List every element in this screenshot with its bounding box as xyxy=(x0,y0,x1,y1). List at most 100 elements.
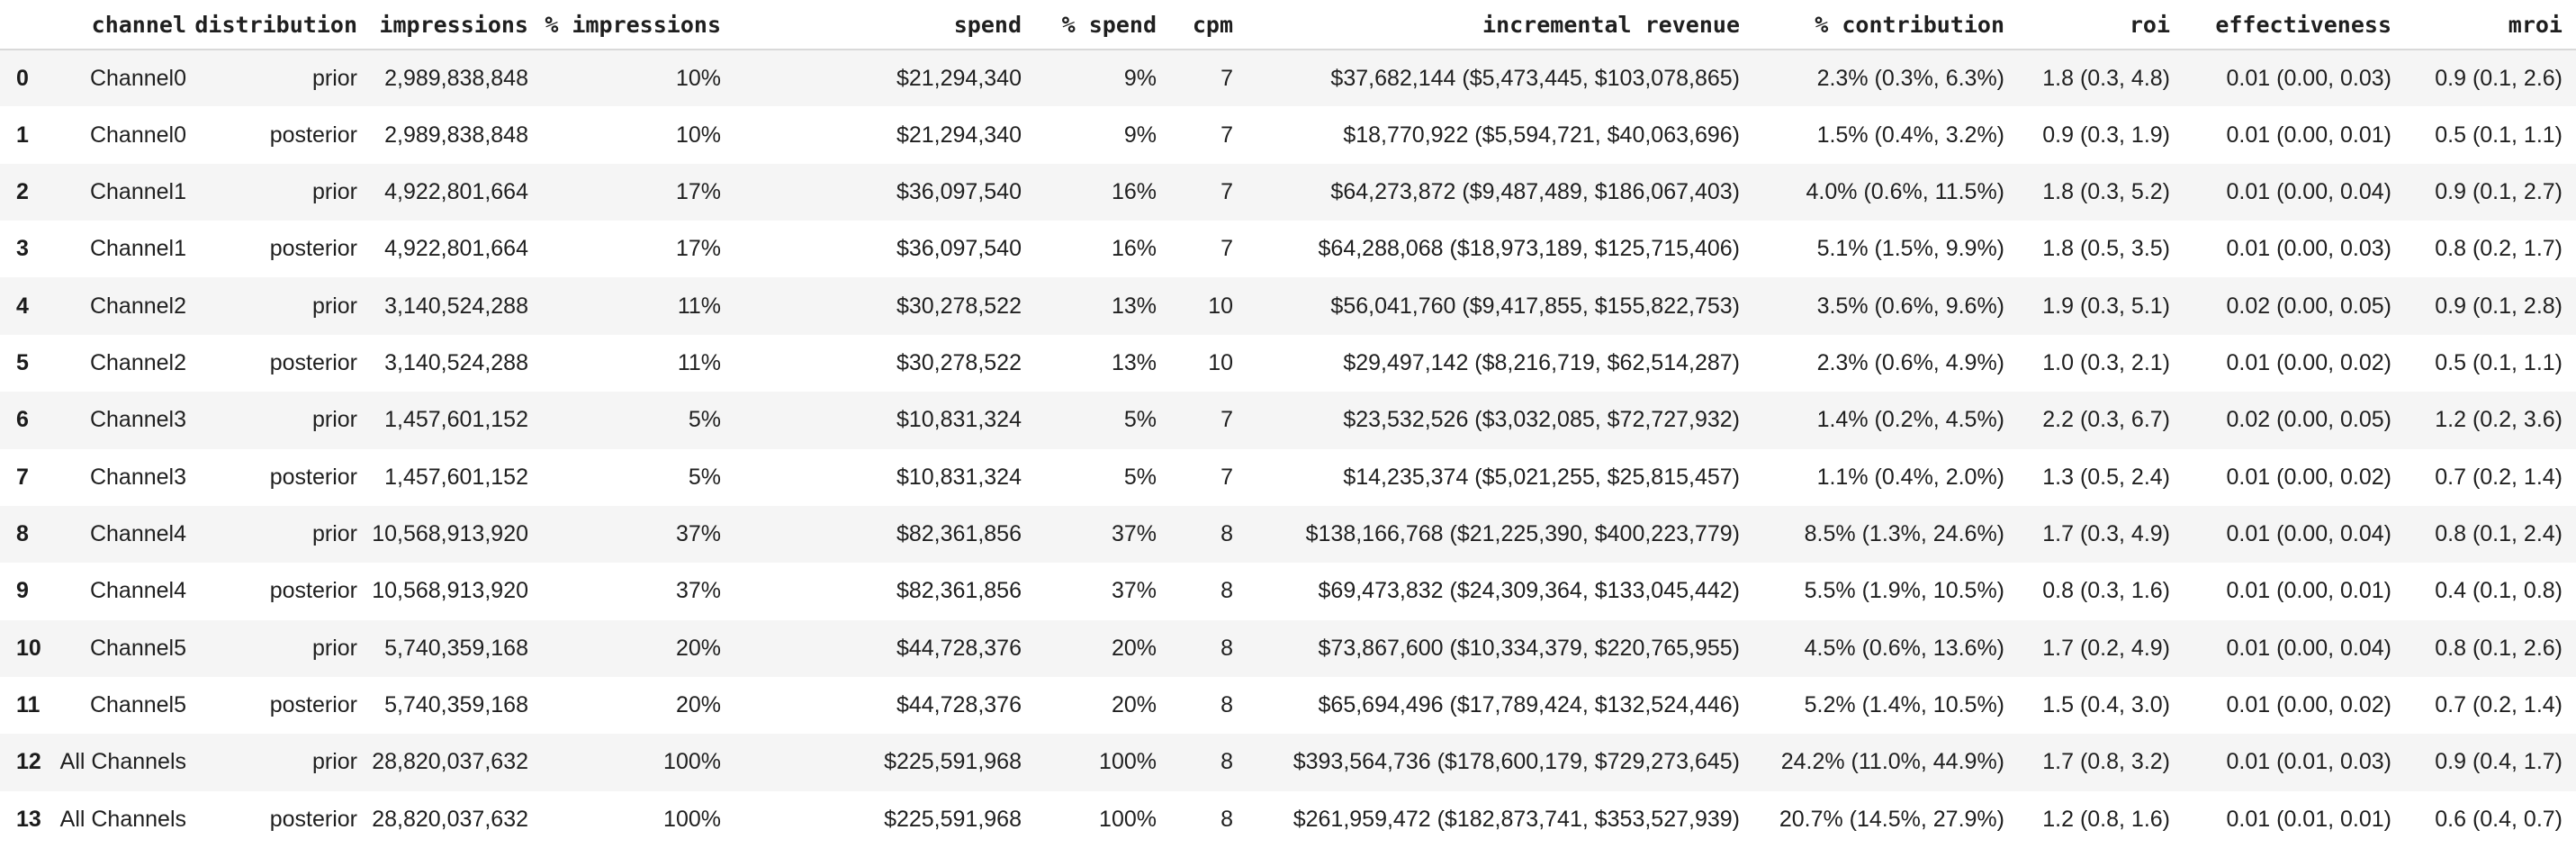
table-cell: 8 xyxy=(1220,521,1233,547)
table-cell: 0.01 (0.00, 0.04) xyxy=(2226,178,2391,204)
table-row: 13 All Channels posterior 28,820,037,632 100… xyxy=(0,790,2576,848)
table-cell: 7 xyxy=(1220,122,1233,148)
table-cell: 10% xyxy=(675,122,721,148)
table-cell: 10 xyxy=(1208,293,1233,319)
table-cell: 8 xyxy=(1220,578,1233,604)
table-cell: 5.1% (1.5%, 9.9%) xyxy=(1816,236,2004,262)
table-cell: 37% xyxy=(1111,578,1157,604)
column-header-impressions: % impressions xyxy=(528,0,721,50)
table-cell: 11% xyxy=(677,293,721,319)
table-cell: 0.7 (0.2, 1.4) xyxy=(2435,464,2562,490)
table-cell: Channel4 xyxy=(89,578,186,604)
row-index: 3 xyxy=(16,236,29,262)
table-cell: 1.1% (0.4%, 2.0%) xyxy=(1816,464,2004,490)
table-row: 9 Channel4 posterior 10,568,913,920 37% $82,3… xyxy=(0,563,2576,620)
table-cell: Channel1 xyxy=(89,178,186,204)
table-cell: 5% xyxy=(1123,464,1157,490)
row-index: 5 xyxy=(16,349,29,375)
column-header-channel: channel xyxy=(50,0,186,50)
table-cell: $36,097,540 xyxy=(896,236,1022,262)
table-cell: 1,457,601,152 xyxy=(384,407,528,433)
row-index: 0 xyxy=(16,65,29,91)
table-cell: 1.5% (0.4%, 3.2%) xyxy=(1816,122,2004,148)
table-cell: 0.01 (0.00, 0.04) xyxy=(2226,521,2391,547)
table-cell: 24.2% (11.0%, 44.9%) xyxy=(1780,749,2004,775)
table-cell: 1,457,601,152 xyxy=(384,464,528,490)
table-cell: $30,278,522 xyxy=(896,349,1022,375)
table-row: 0 Channel0 prior 2,989,838,848 10% $21,294,34… xyxy=(0,50,2576,107)
table-cell: 3,140,524,288 xyxy=(384,349,528,375)
table-cell: prior xyxy=(311,293,357,319)
table-cell: 3.5% (0.6%, 9.6%) xyxy=(1816,293,2004,319)
table-cell: 5% xyxy=(688,464,721,490)
table-cell: 0.02 (0.00, 0.05) xyxy=(2226,407,2391,433)
table-cell: 8 xyxy=(1220,806,1233,832)
table-cell: 4.0% (0.6%, 11.5%) xyxy=(1806,178,2004,204)
table-cell: 20% xyxy=(1111,692,1157,718)
index-column-header xyxy=(0,0,50,50)
table-cell: 0.01 (0.00, 0.02) xyxy=(2226,349,2391,375)
table-cell: 5,740,359,168 xyxy=(384,692,528,718)
table-cell: $64,273,872 ($9,487,489, $186,067,403) xyxy=(1330,178,1740,204)
table-cell: 1.3 (0.5, 2.4) xyxy=(2042,464,2170,490)
table-cell: $393,564,736 ($178,600,179, $729,273,645… xyxy=(1293,749,1740,775)
table-cell: posterior xyxy=(269,349,357,375)
column-header-spend: % spend xyxy=(1022,0,1157,50)
table-cell: 0.8 (0.3, 1.6) xyxy=(2042,578,2170,604)
table-cell: 0.8 (0.1, 2.4) xyxy=(2435,521,2562,547)
table-cell: 10,568,913,920 xyxy=(372,578,528,604)
table-cell: 8 xyxy=(1220,692,1233,718)
table-cell: $225,591,968 xyxy=(884,806,1022,832)
table-cell: 5% xyxy=(1123,407,1157,433)
column-header-impressions: impressions xyxy=(357,0,528,50)
table-cell: 1.7 (0.2, 4.9) xyxy=(2042,635,2170,661)
table-row: 10 Channel5 prior 5,740,359,168 20% $44,728,3… xyxy=(0,619,2576,677)
row-index: 7 xyxy=(16,464,29,490)
table-cell: 2,989,838,848 xyxy=(384,65,528,91)
table-cell: 8.5% (1.3%, 24.6%) xyxy=(1804,521,2004,547)
table-cell: All Channels xyxy=(59,806,186,832)
table-cell: Channel0 xyxy=(89,122,186,148)
table-cell: $10,831,324 xyxy=(896,464,1022,490)
table-cell: 10 xyxy=(1208,349,1233,375)
table-cell: 1.7 (0.8, 3.2) xyxy=(2042,749,2170,775)
table-cell: Channel1 xyxy=(89,236,186,262)
table-cell: Channel0 xyxy=(89,65,186,91)
table-cell: 7 xyxy=(1220,178,1233,204)
table-cell: 1.2 (0.8, 1.6) xyxy=(2042,806,2170,832)
table-cell: 1.9 (0.3, 5.1) xyxy=(2042,293,2170,319)
table-cell: 1.8 (0.5, 3.5) xyxy=(2042,236,2170,262)
table-cell: 10,568,913,920 xyxy=(372,521,528,547)
table-cell: $82,361,856 xyxy=(896,521,1022,547)
table-row: 8 Channel4 prior 10,568,913,920 37% $82,361,8… xyxy=(0,505,2576,564)
table-cell: $138,166,768 ($21,225,390, $400,223,779) xyxy=(1305,521,1740,547)
row-index: 11 xyxy=(16,692,41,718)
table-cell: $44,728,376 xyxy=(896,635,1022,661)
row-index: 8 xyxy=(16,521,29,547)
table-cell: $21,294,340 xyxy=(896,65,1022,91)
table-cell: 2.2 (0.3, 6.7) xyxy=(2042,407,2170,433)
table-row: 1 Channel0 posterior 2,989,838,848 10% $21,29… xyxy=(0,106,2576,164)
table-cell: All Channels xyxy=(59,749,186,775)
table-cell: 3,140,524,288 xyxy=(384,293,528,319)
table-cell: 28,820,037,632 xyxy=(372,806,528,832)
table-cell: 37% xyxy=(675,521,721,547)
table-cell: Channel5 xyxy=(89,692,186,718)
table-cell: $14,235,374 ($5,021,255, $25,815,457) xyxy=(1343,464,1740,490)
table-cell: Channel3 xyxy=(89,407,186,433)
row-index: 9 xyxy=(16,578,29,604)
table-cell: 0.9 (0.1, 2.7) xyxy=(2435,178,2562,204)
table-cell: 4,922,801,664 xyxy=(384,236,528,262)
table-cell: 37% xyxy=(675,578,721,604)
table-cell: 100% xyxy=(1099,749,1157,775)
table-row: 5 Channel2 posterior 3,140,524,288 11% $30,27… xyxy=(0,334,2576,392)
table-cell: 8 xyxy=(1220,635,1233,661)
table-cell: 0.6 (0.4, 0.7) xyxy=(2435,806,2562,832)
table-cell: prior xyxy=(311,521,357,547)
table-cell: 0.01 (0.01, 0.01) xyxy=(2226,806,2391,832)
table-cell: 8 xyxy=(1220,749,1233,775)
column-header-cpm: cpm xyxy=(1157,0,1233,50)
table-cell: 100% xyxy=(1099,806,1157,832)
table-row: 12 All Channels prior 28,820,037,632 100% $22… xyxy=(0,734,2576,791)
table-cell: 100% xyxy=(663,806,721,832)
